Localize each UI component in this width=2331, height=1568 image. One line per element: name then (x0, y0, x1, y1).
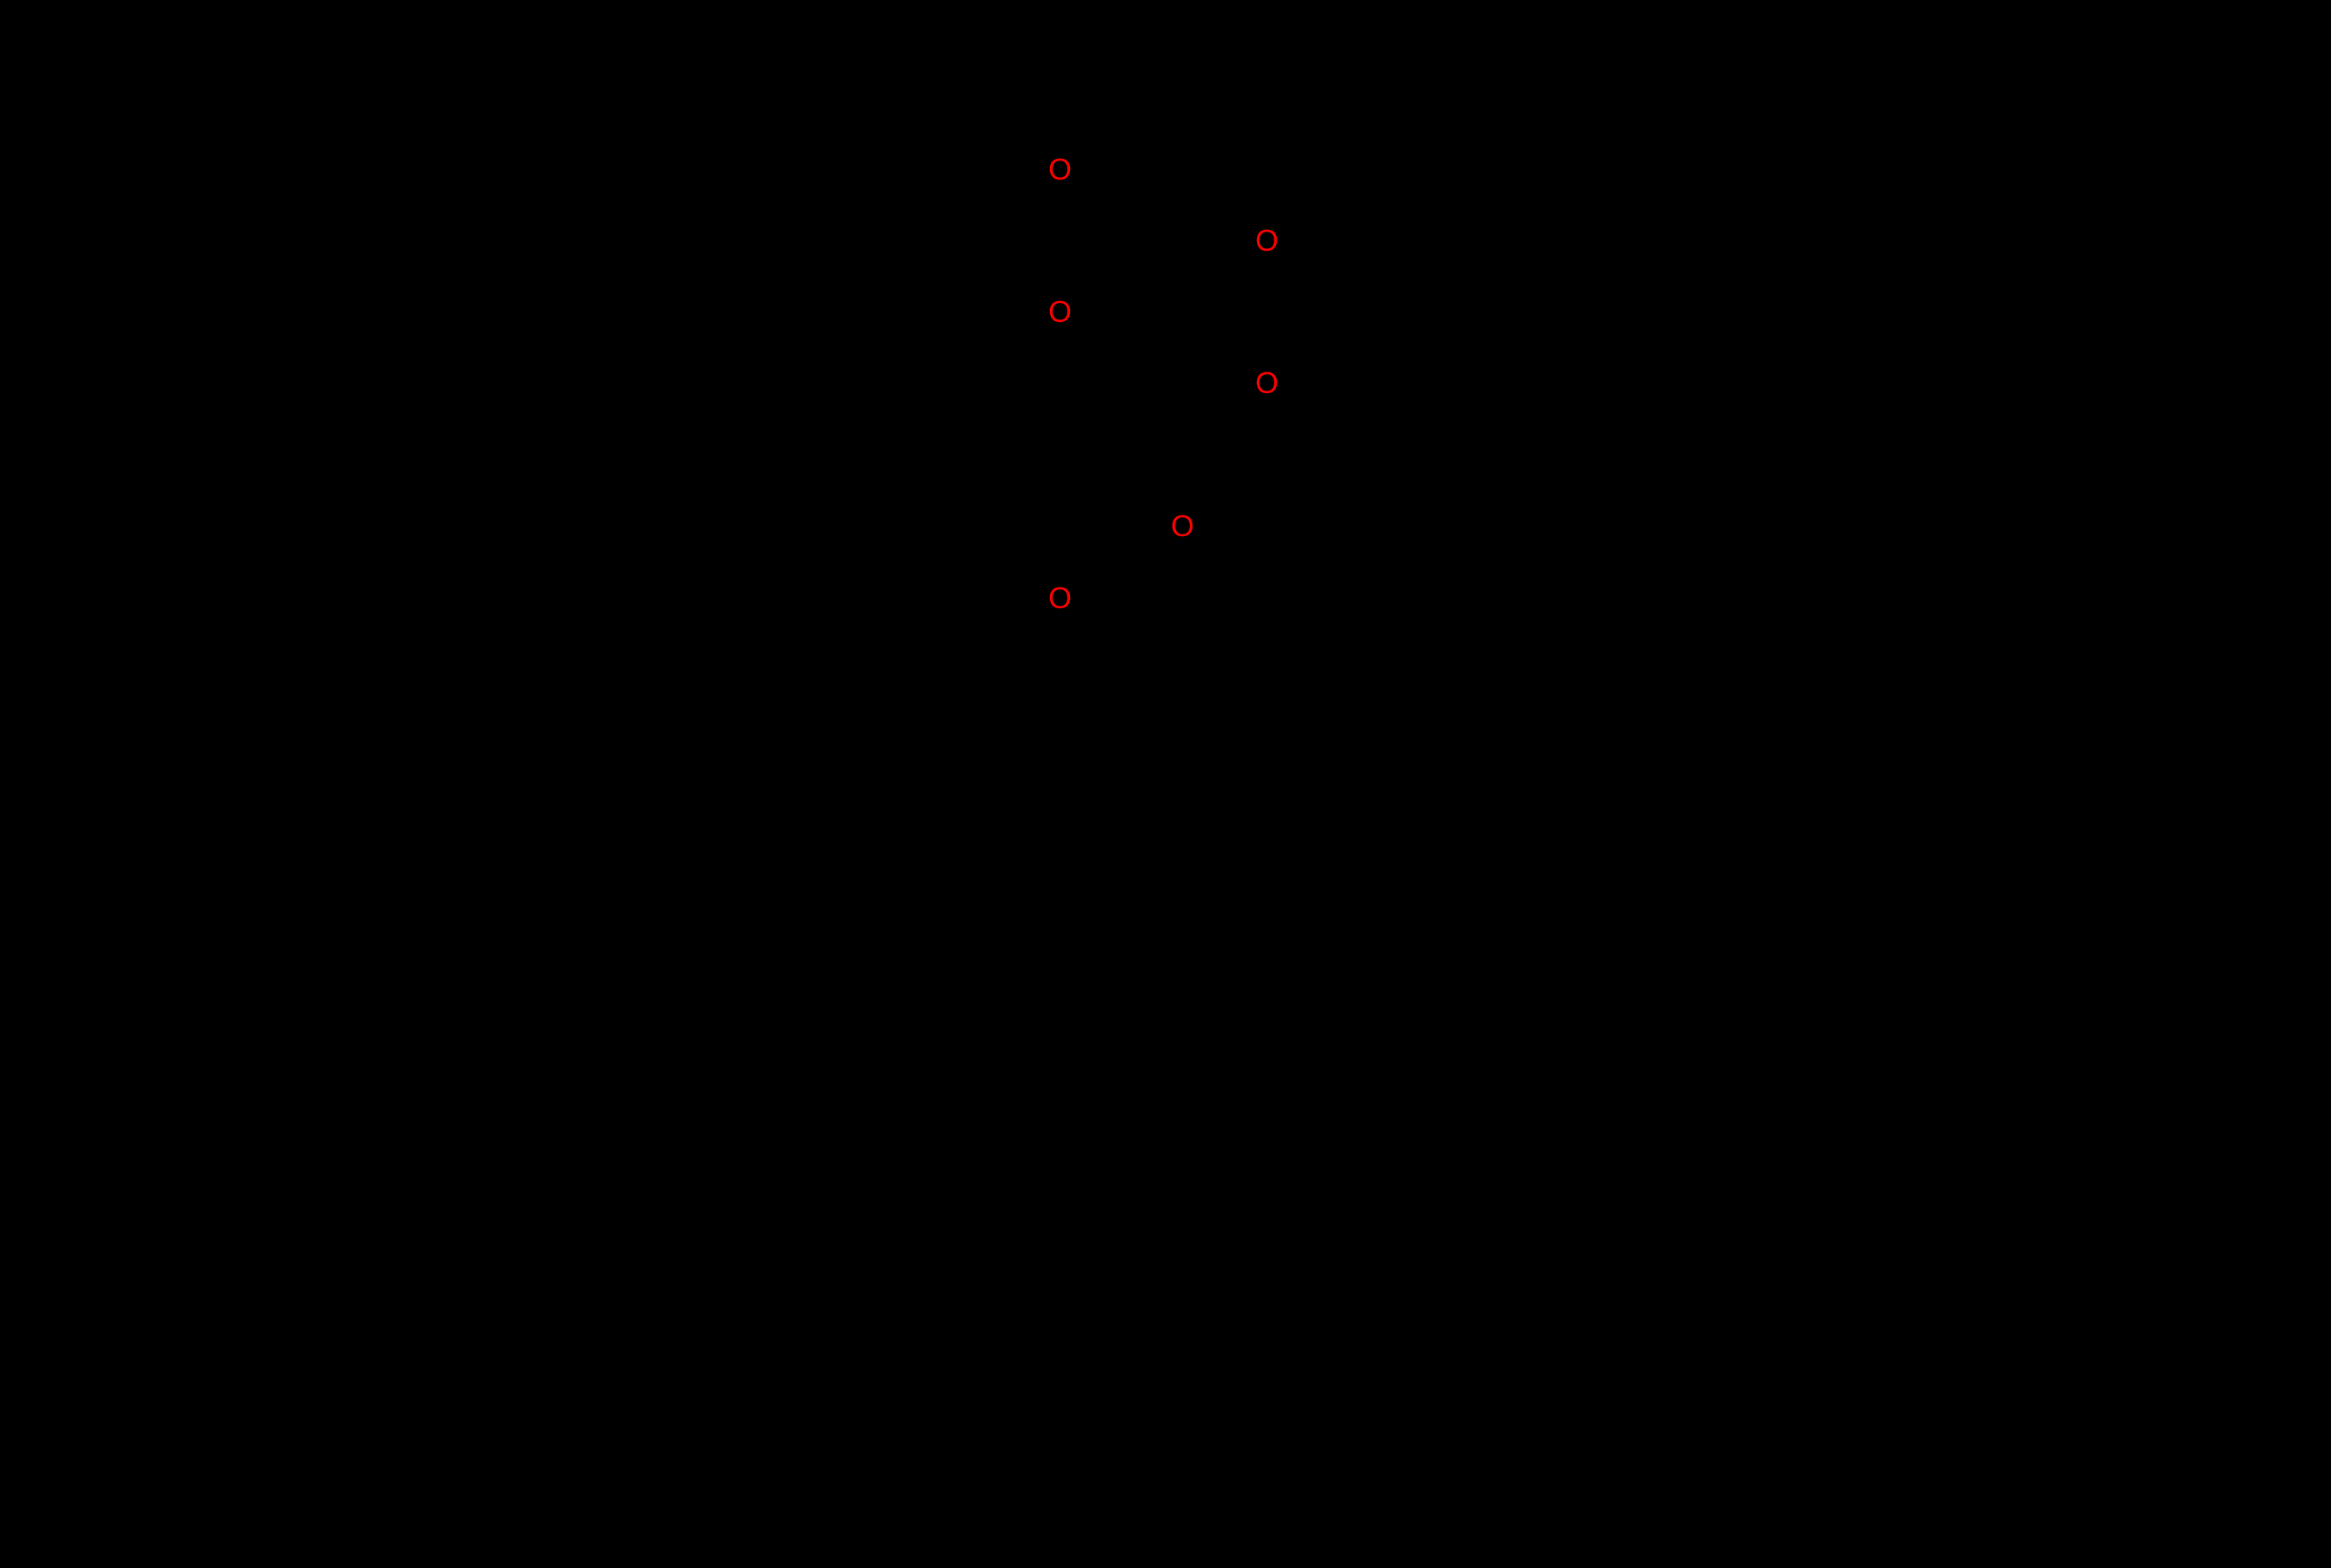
molecule-diagram: O O O O O O (0, 0, 2331, 1568)
atom-label-o4: O (1255, 226, 1278, 256)
atom-label-o3: O (1048, 583, 1072, 613)
atom-label-o5: O (1255, 368, 1278, 398)
atom-label-o6: O (1171, 511, 1194, 541)
atom-label-o1: O (1048, 155, 1072, 185)
atom-label-o2: O (1048, 297, 1072, 327)
